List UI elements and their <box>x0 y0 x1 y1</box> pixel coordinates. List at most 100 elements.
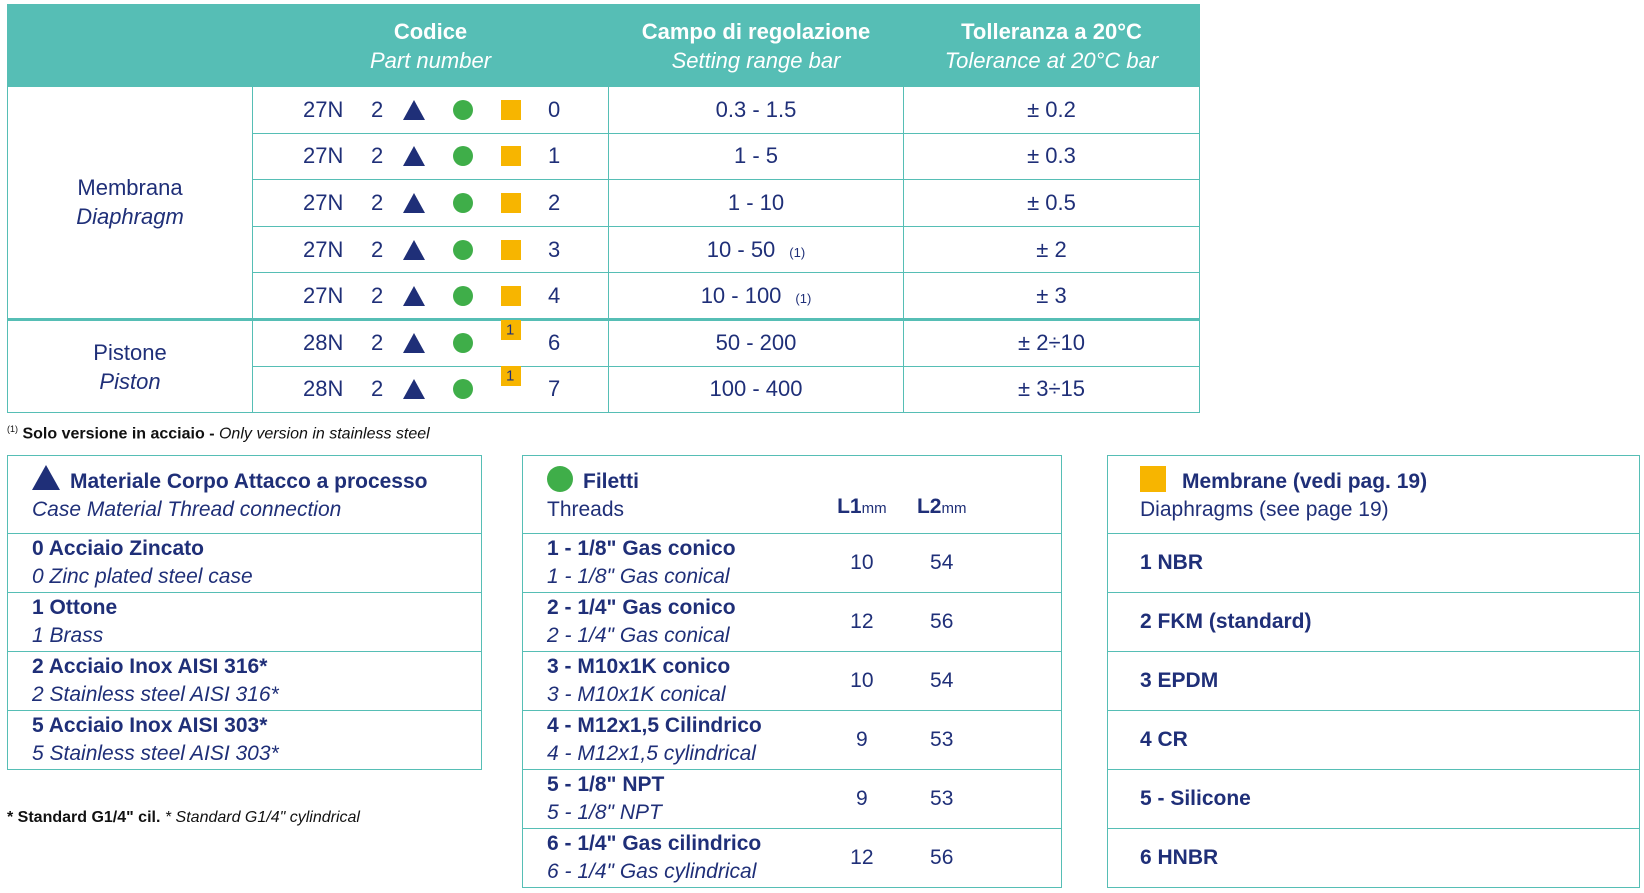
tolerance-cell: ± 0.2 <box>903 86 1200 134</box>
circle-icon <box>453 239 473 260</box>
triangle-icon <box>403 333 425 354</box>
list-item: 1 - 1/8" Gas conico 1 - 1/8" Gas conical … <box>522 533 1062 593</box>
table-row: 27N 2 3 10 - 50 (1) ± 2 <box>8 225 1200 274</box>
circle-icon <box>453 333 473 354</box>
square-icon: 1 <box>501 366 521 387</box>
code-suffix: 7 <box>548 376 561 402</box>
circle-icon <box>547 465 573 492</box>
list-item: 4 CR <box>1107 710 1640 770</box>
list-item: 6 HNBR <box>1140 846 1219 869</box>
code-digit: 2 <box>371 282 384 308</box>
tolerance-cell: ± 2÷10 <box>903 317 1200 367</box>
square-superscript: 1 <box>506 367 515 385</box>
square-icon <box>501 192 521 213</box>
code-digit: 2 <box>371 189 384 215</box>
range-cell: 1 - 5 <box>608 132 904 181</box>
tolerance-cell: ± 2 <box>903 225 1200 274</box>
code-digit: 2 <box>371 376 384 402</box>
code-cell: 28N 2 1 6 <box>252 317 609 367</box>
table-row: 28N 2 1 7 100 - 400 ± 3÷15 <box>8 365 1200 414</box>
triangle-icon <box>403 146 425 167</box>
code-prefix: 27N <box>303 236 344 262</box>
header-code: Codice Part number <box>252 4 609 87</box>
triangle-icon <box>403 379 425 400</box>
legend-header: Materiale Corpo Attacco a processo Case … <box>7 455 482 534</box>
code-prefix: 27N <box>303 96 344 122</box>
list-item: 5 Acciaio Inox AISI 303* 5 Stainless stee… <box>32 714 279 765</box>
square-icon <box>501 99 521 120</box>
list-item: 4 - M12x1,5 Cilindrico 4 - M12x1,5 cylind… <box>522 710 1062 770</box>
code-cell: 27N 2 3 <box>252 225 609 274</box>
header-range: Campo di regolazione Setting range bar <box>608 4 904 87</box>
legend-header: Membrane (vedi pag. 19) Diaphragms (see … <box>1107 455 1640 534</box>
range-cell: 10 - 50 (1) <box>608 225 904 274</box>
list-item: 1 NBR <box>1107 533 1640 593</box>
triangle-icon <box>403 239 425 260</box>
group-diaphragm: Membrana Diaphragm <box>7 86 253 320</box>
code-prefix: 28N <box>303 376 344 402</box>
code-prefix: 27N <box>303 189 344 215</box>
group-piston: Pistone Piston <box>7 317 253 414</box>
square-icon <box>501 285 521 306</box>
list-item: 2 FKM (standard) <box>1107 592 1640 652</box>
code-cell: 27N 2 1 <box>252 132 609 181</box>
code-digit: 2 <box>371 96 384 122</box>
tolerance-cell: ± 0.3 <box>903 132 1200 181</box>
list-item: 2 Acciaio Inox AISI 316* 2 Stainless stee… <box>7 651 482 711</box>
legend-header: Filetti Threads L1mm L2mm <box>522 455 1062 534</box>
range-cell: 0.3 - 1.5 <box>608 86 904 134</box>
circle-icon <box>453 192 473 213</box>
square-superscript: 1 <box>506 321 515 339</box>
l1-header: L1mm <box>821 455 902 534</box>
circle-icon <box>453 379 473 400</box>
triangle-icon <box>403 192 425 213</box>
code-suffix: 3 <box>548 236 561 262</box>
square-icon <box>501 146 521 167</box>
code-prefix: 28N <box>303 330 344 356</box>
part-number-table: Codice Part number Campo di regolazione … <box>7 4 1200 414</box>
footnote-marker: (1) <box>795 290 812 306</box>
range-cell: 10 - 100 (1) <box>608 272 904 320</box>
header-empty <box>7 4 253 87</box>
footnote-marker: (1) <box>789 244 806 260</box>
list-item: 5 - Silicone <box>1107 769 1640 829</box>
list-item: 5 - 1/8" NPT 5 - 1/8" NPT 9 53 <box>522 769 1062 829</box>
code-suffix: 0 <box>548 96 561 122</box>
triangle-icon <box>32 465 60 490</box>
footnote-standard: * Standard G1/4" cil. * Standard G1/4" c… <box>7 809 360 826</box>
code-cell: 27N 2 2 <box>252 179 609 227</box>
l2-header: L2mm <box>901 455 982 534</box>
header-tolerance: Tolleranza a 20°C Tolerance at 20°C bar <box>903 4 1200 87</box>
triangle-icon <box>403 99 425 120</box>
code-suffix: 4 <box>548 282 561 308</box>
list-item: 1 Ottone 1 Brass <box>7 592 482 652</box>
table-row: 27N 2 1 1 - 5 ± 0.3 <box>8 132 1200 181</box>
code-suffix: 2 <box>548 189 561 215</box>
range-cell: 1 - 10 <box>608 179 904 227</box>
circle-icon <box>453 146 473 167</box>
list-item: 6 - 1/4" Gas cilindrico 6 - 1/4" Gas cyli… <box>522 828 1062 888</box>
table-row: Membrana Diaphragm 27N 2 0 0.3 - 1.5 ± 0… <box>7 86 1200 320</box>
list-item: 0 Acciaio Zincato 0 Zinc plated steel cas… <box>7 533 482 593</box>
triangle-icon <box>403 285 425 306</box>
range-cell: 100 - 400 <box>608 365 904 414</box>
circle-icon <box>453 285 473 306</box>
code-digit: 2 <box>371 236 384 262</box>
tolerance-cell: ± 3÷15 <box>903 365 1200 414</box>
code-prefix: 27N <box>303 143 344 169</box>
square-icon: 1 <box>501 320 521 341</box>
code-prefix: 27N <box>303 282 344 308</box>
list-item: 3 - M10x1K conico 3 - M10x1K conical 10 5… <box>522 651 1062 711</box>
legend-threads: Filetti Threads L1mm L2mm 1 - 1/8" Gas c… <box>522 455 1062 888</box>
code-cell: 28N 2 1 7 <box>252 365 609 414</box>
code-suffix: 6 <box>548 330 561 356</box>
code-digit: 2 <box>371 143 384 169</box>
tolerance-cell: ± 3 <box>903 272 1200 320</box>
circle-icon <box>453 99 473 120</box>
table-row: 27N 2 4 10 - 100 (1) ± 3 <box>8 272 1200 320</box>
list-item: 2 - 1/4" Gas conico 2 - 1/4" Gas conical … <box>522 592 1062 652</box>
legend-diaphragms: Membrane (vedi pag. 19) Diaphragms (see … <box>1107 455 1640 888</box>
code-cell: 27N 2 0 <box>252 86 609 134</box>
footnote-stainless: (1) Solo versione in acciaio - Only vers… <box>7 424 430 443</box>
code-suffix: 1 <box>548 143 561 169</box>
